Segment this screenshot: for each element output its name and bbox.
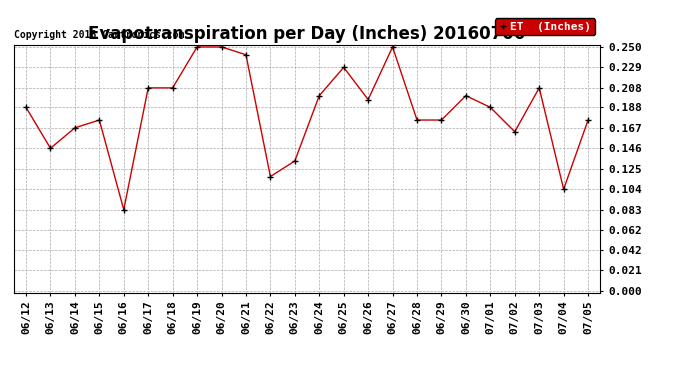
Text: Copyright 2016 Cartronics.com: Copyright 2016 Cartronics.com bbox=[14, 30, 184, 40]
Title: Evapotranspiration per Day (Inches) 20160706: Evapotranspiration per Day (Inches) 2016… bbox=[88, 26, 526, 44]
Legend: ET  (Inches): ET (Inches) bbox=[495, 18, 595, 35]
